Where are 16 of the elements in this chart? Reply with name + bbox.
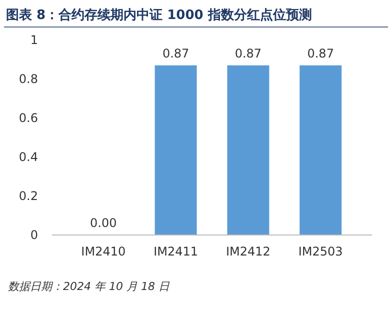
y-tick-label: 1 xyxy=(30,32,38,47)
x-tick-label: IM2503 xyxy=(298,244,343,259)
x-tick-label: IM2410 xyxy=(81,244,126,259)
x-tick-label: IM2412 xyxy=(226,244,270,259)
y-tick-label: 0 xyxy=(30,228,38,242)
data-label: 0.00 xyxy=(90,216,117,230)
text: 数据日期：2024 年 10 月 18 日 xyxy=(8,280,170,293)
y-tick-label: 0.4 xyxy=(18,150,38,164)
y-tick-label: 0.2 xyxy=(18,188,38,203)
y-tick-label: 0.8 xyxy=(18,72,38,86)
chart-title: 图表 8：合约存续期内中证 1000 指数分红点位预测 xyxy=(6,7,312,23)
y-tick-label: 0.6 xyxy=(18,110,38,125)
data-label: 0.87 xyxy=(162,46,190,60)
data-label: 0.87 xyxy=(307,46,334,60)
x-tick-label: IM2411 xyxy=(154,244,198,259)
data-label: 0.87 xyxy=(234,46,262,60)
